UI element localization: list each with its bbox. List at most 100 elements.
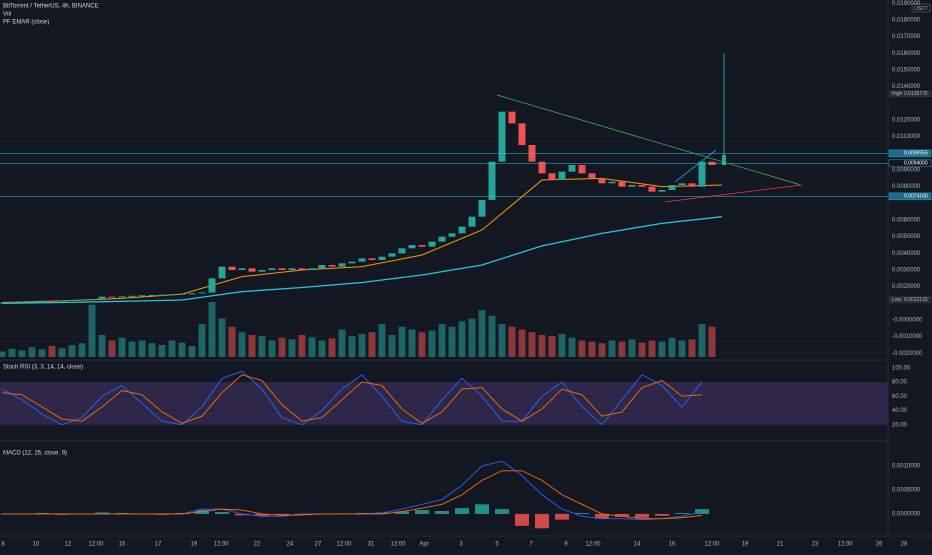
volume-bar [288, 339, 296, 357]
candle [418, 245, 426, 247]
candle [648, 186, 656, 192]
volume-bar [208, 302, 216, 357]
macd-title: MACD (12, 26, close, 9) [3, 451, 67, 457]
price-tick-label: 0.0170000 [892, 34, 921, 40]
candle [588, 173, 596, 179]
price-tick-label: -0.0000000 [892, 318, 923, 324]
candle [428, 241, 436, 247]
candle [468, 216, 476, 227]
symbol-title: BitTorrent / TetherUS, 4h, BINANCE [3, 4, 99, 10]
candle [338, 263, 346, 267]
macd-histogram-bar [535, 513, 549, 529]
stoch-tick-label: 100.00 [892, 365, 911, 371]
candle [538, 161, 546, 174]
time-tick-label: 31 [368, 542, 375, 548]
candle [678, 183, 686, 185]
candle [488, 161, 496, 200]
price-tick-label: -0.0010000 [892, 334, 923, 340]
candle [168, 294, 176, 296]
time-tick-label: 12:00 [213, 542, 229, 548]
time-tick-label: 17 [155, 542, 162, 548]
marker-label: 0.0012133 [904, 297, 928, 303]
candle [28, 301, 36, 303]
price-tick-label: 0.0140000 [892, 84, 921, 90]
macd-histogram-bar [155, 513, 169, 515]
macd-histogram-bar [575, 512, 589, 514]
candle [518, 123, 526, 145]
candle [368, 258, 376, 260]
candle [288, 268, 296, 270]
volume-bar [578, 340, 586, 357]
price-tick-label: 0.0060000 [892, 218, 921, 224]
macd-histogram-bar [355, 512, 369, 514]
candle [548, 173, 556, 180]
macd-histogram-bar [635, 513, 649, 518]
macd-tick-label: 0.0005000 [892, 488, 921, 494]
candle [128, 295, 136, 297]
time-tick-label: 12:00 [837, 542, 853, 548]
macd-histogram-bar [35, 512, 49, 514]
volume-bar [468, 318, 476, 357]
volume-bar [548, 336, 556, 357]
volume-bar [518, 329, 526, 357]
time-tick-label: 22 [254, 542, 261, 548]
volume-bar [38, 349, 46, 357]
candle [618, 181, 626, 187]
candle [68, 300, 76, 301]
volume-bar [478, 310, 486, 357]
time-tick-label: 10 [33, 542, 40, 548]
volume-bar [298, 335, 306, 357]
level-badge [888, 149, 932, 158]
time-tick-label: 24 [287, 542, 294, 548]
stoch-tick-label: 80.00 [892, 380, 908, 386]
macd-histogram-bar [175, 512, 189, 514]
price-tick-label: 0.0120000 [892, 118, 921, 124]
candle [478, 200, 486, 217]
volume-bar [598, 343, 606, 357]
volume-bar [508, 326, 516, 357]
marker-badge [889, 296, 931, 304]
volume-bar [648, 340, 656, 357]
macd-histogram-bar [495, 509, 509, 514]
ema-label: PF EMAR (close) [3, 20, 49, 26]
candle [438, 236, 446, 242]
volume-bar [128, 341, 136, 357]
macd-histogram-bar [395, 511, 409, 514]
candle [688, 183, 696, 187]
volume-bar [158, 344, 166, 357]
volume-bar [58, 348, 66, 357]
volume-bar [658, 341, 666, 357]
candle [48, 300, 56, 302]
candle [628, 185, 636, 187]
macd-histogram-bar [455, 508, 469, 514]
candle [658, 190, 666, 192]
candle [298, 268, 306, 270]
volume-bar [618, 341, 626, 357]
candle [698, 161, 706, 187]
spike-candle [722, 155, 726, 165]
time-tick-label: 5 [495, 542, 499, 548]
volume-bar [218, 318, 226, 357]
price-tick-label: 0.0020000 [892, 284, 921, 290]
volume-bar [48, 346, 56, 357]
candle [8, 302, 16, 303]
volume-bar [28, 347, 36, 357]
candle [38, 300, 46, 302]
volume-bar [0, 351, 6, 357]
volume-bar [398, 326, 406, 357]
candle [388, 253, 396, 257]
volume-bar [148, 343, 156, 357]
macd-histogram-bar [55, 513, 69, 515]
candle [88, 299, 96, 301]
macd-histogram-bar [615, 513, 629, 517]
candle [148, 295, 156, 296]
candle [458, 226, 466, 234]
macd-histogram-bar [435, 511, 449, 514]
time-tick-label: 19 [742, 542, 749, 548]
volume-bar [258, 336, 266, 357]
candle [248, 268, 256, 272]
volume-bar [408, 329, 416, 357]
macd-tick-label: 0.0010000 [892, 464, 921, 470]
currency-badge[interactable] [911, 3, 931, 13]
time-tick-label: 16 [669, 542, 676, 548]
